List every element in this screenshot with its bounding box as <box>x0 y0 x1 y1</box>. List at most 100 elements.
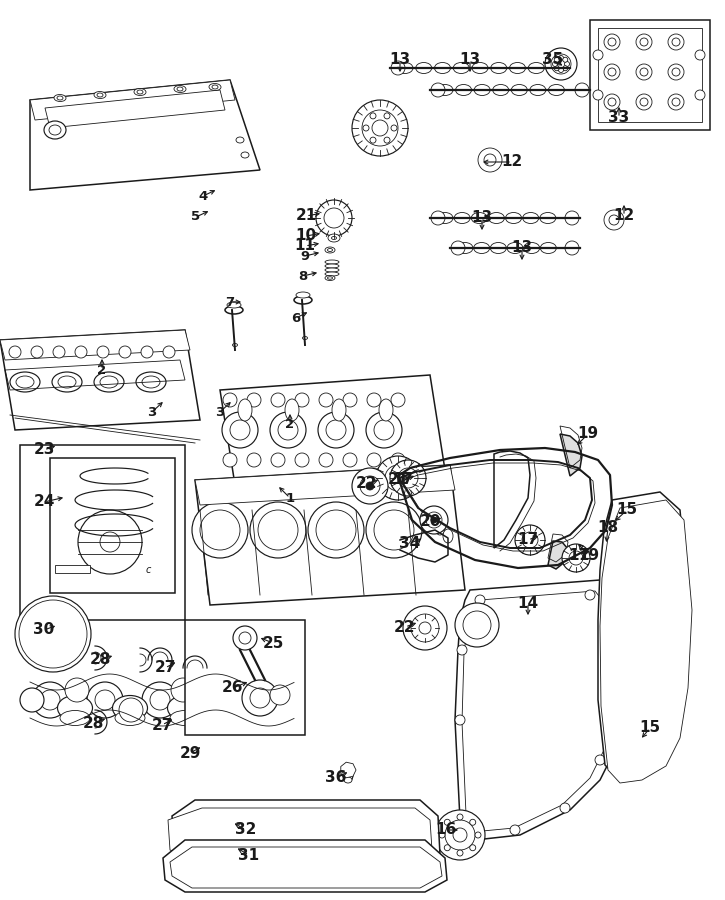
Circle shape <box>585 590 595 600</box>
Circle shape <box>223 453 237 467</box>
Text: 16: 16 <box>436 823 457 838</box>
Circle shape <box>239 632 251 644</box>
Ellipse shape <box>227 302 241 308</box>
Ellipse shape <box>455 85 471 95</box>
Ellipse shape <box>170 710 200 725</box>
Text: 31: 31 <box>239 848 260 862</box>
Ellipse shape <box>434 62 450 74</box>
Ellipse shape <box>238 399 252 421</box>
Circle shape <box>278 420 298 440</box>
Circle shape <box>9 346 21 358</box>
Ellipse shape <box>379 399 393 421</box>
Circle shape <box>343 393 357 407</box>
Ellipse shape <box>325 260 339 264</box>
Circle shape <box>223 393 237 407</box>
Circle shape <box>563 58 568 62</box>
Circle shape <box>247 682 283 718</box>
Ellipse shape <box>472 62 488 74</box>
Ellipse shape <box>437 85 453 95</box>
Ellipse shape <box>52 372 82 392</box>
Circle shape <box>668 94 684 110</box>
Bar <box>590 20 710 130</box>
Circle shape <box>515 525 545 555</box>
Text: 3: 3 <box>215 406 225 419</box>
Circle shape <box>444 819 450 825</box>
Text: 20: 20 <box>419 515 441 529</box>
Circle shape <box>554 66 559 71</box>
Text: 27: 27 <box>152 717 173 733</box>
Circle shape <box>316 510 356 550</box>
Text: 32: 32 <box>236 823 257 838</box>
Ellipse shape <box>435 521 445 535</box>
Circle shape <box>65 678 89 702</box>
Circle shape <box>668 64 684 80</box>
Polygon shape <box>560 434 582 476</box>
Ellipse shape <box>57 96 63 100</box>
Circle shape <box>457 814 463 820</box>
Circle shape <box>431 211 445 225</box>
Polygon shape <box>195 465 455 505</box>
Ellipse shape <box>437 212 453 223</box>
Ellipse shape <box>296 292 310 298</box>
Circle shape <box>250 502 306 558</box>
Polygon shape <box>172 800 440 868</box>
Circle shape <box>435 810 485 860</box>
Circle shape <box>15 596 91 672</box>
Ellipse shape <box>302 337 307 339</box>
Circle shape <box>420 506 448 534</box>
Text: 34: 34 <box>399 536 420 551</box>
Circle shape <box>569 551 583 565</box>
Circle shape <box>604 34 620 50</box>
Ellipse shape <box>49 125 61 135</box>
Text: 5: 5 <box>191 211 201 223</box>
Circle shape <box>455 603 499 647</box>
Polygon shape <box>163 840 447 892</box>
Circle shape <box>366 482 374 490</box>
Ellipse shape <box>325 275 335 281</box>
Circle shape <box>150 690 170 710</box>
Text: 33: 33 <box>608 111 629 125</box>
Circle shape <box>431 517 437 523</box>
Bar <box>598 28 702 122</box>
Ellipse shape <box>443 529 453 543</box>
Circle shape <box>475 832 481 838</box>
Text: 36: 36 <box>326 770 347 786</box>
Ellipse shape <box>136 372 166 392</box>
Circle shape <box>391 125 397 131</box>
Circle shape <box>192 502 248 558</box>
Circle shape <box>31 612 75 656</box>
Circle shape <box>27 608 79 660</box>
Text: 27: 27 <box>154 661 175 676</box>
Polygon shape <box>598 492 688 778</box>
Circle shape <box>141 346 153 358</box>
Circle shape <box>374 510 414 550</box>
Circle shape <box>444 845 450 850</box>
Ellipse shape <box>325 264 339 268</box>
Ellipse shape <box>415 62 432 74</box>
Circle shape <box>384 137 390 143</box>
Circle shape <box>270 412 306 448</box>
Circle shape <box>391 393 405 407</box>
Text: 35: 35 <box>542 52 563 68</box>
Circle shape <box>431 83 445 97</box>
Circle shape <box>264 684 296 716</box>
Polygon shape <box>45 90 225 128</box>
Text: 2: 2 <box>286 418 294 431</box>
Ellipse shape <box>236 137 244 143</box>
Circle shape <box>119 346 131 358</box>
Circle shape <box>385 465 411 491</box>
Text: 22: 22 <box>356 476 378 491</box>
Ellipse shape <box>505 212 521 223</box>
Bar <box>55 565 90 573</box>
Text: 1: 1 <box>286 491 294 505</box>
Circle shape <box>560 803 570 813</box>
Circle shape <box>197 682 233 718</box>
Circle shape <box>445 820 475 850</box>
Polygon shape <box>341 762 356 778</box>
Circle shape <box>272 692 288 708</box>
Circle shape <box>411 614 439 642</box>
Ellipse shape <box>174 86 186 93</box>
Text: 4: 4 <box>199 190 207 203</box>
Circle shape <box>419 622 431 634</box>
Text: 9: 9 <box>300 249 310 263</box>
